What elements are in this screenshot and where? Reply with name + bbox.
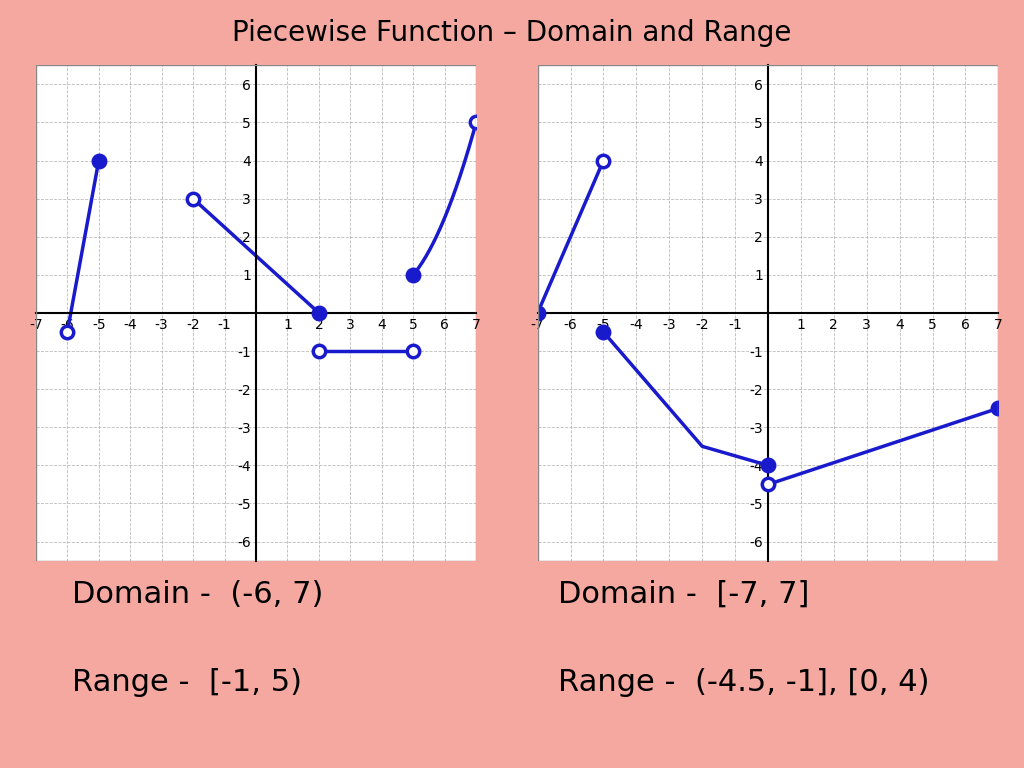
Point [59,326,76,338]
Text: Domain -  [-7, 7]: Domain - [-7, 7] [558,580,809,609]
Bar [538,65,998,561]
Text: Range -  (-4.5, -1], [0, 4): Range - (-4.5, -1], [0, 4) [558,668,930,697]
Point [595,154,611,167]
Point [990,402,1007,415]
Point [90,154,106,167]
Point [310,306,327,319]
Bar [36,65,476,561]
Point [406,345,422,357]
Point [760,459,776,472]
Point [468,116,484,128]
Text: Piecewise Function – Domain and Range: Piecewise Function – Domain and Range [232,19,792,47]
Text: Domain -  (-6, 7): Domain - (-6, 7) [72,580,323,609]
Point [595,326,611,338]
Point [406,269,422,281]
Point [310,345,327,357]
Point [760,478,776,491]
Point [185,193,202,205]
Text: Range -  [-1, 5): Range - [-1, 5) [72,668,302,697]
Point [529,306,546,319]
